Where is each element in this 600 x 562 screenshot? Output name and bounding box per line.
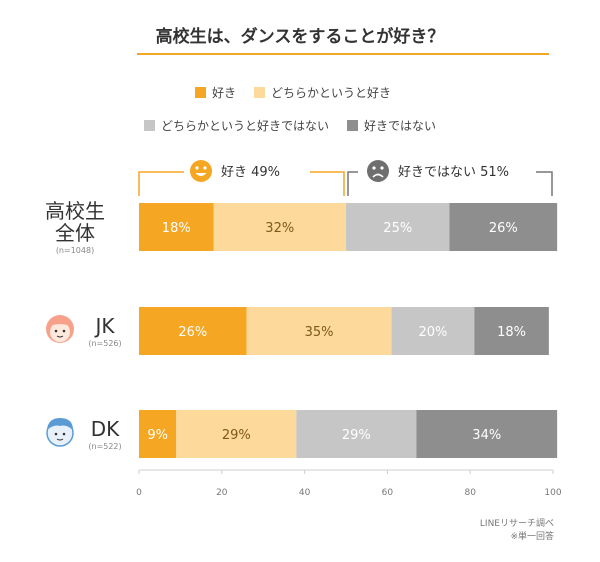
- bar-segment-0-2: [346, 203, 450, 251]
- bracket-dislike-left: [347, 171, 358, 196]
- bar-value-label-0-0: 18%: [162, 221, 191, 236]
- girl-avatar-icon: [46, 315, 74, 343]
- title-underline: [137, 53, 549, 55]
- bar-value-label-1-1: 35%: [305, 325, 334, 340]
- bar-value-label-2-0: 9%: [147, 428, 168, 443]
- legend-row-1: 好き どちらかというと好き: [195, 84, 391, 101]
- x-axis: 0 20 40 60 80 100: [136, 469, 562, 498]
- legend-label-somewhat-dislike: どちらかというと好きではない: [161, 119, 330, 133]
- row-label-dk-name: DK: [90, 417, 120, 441]
- chart-title: 高校生は、ダンスをすることが好き？: [155, 27, 445, 47]
- source-line-2: ※単一回答: [510, 532, 554, 542]
- x-tick-label: 80: [464, 488, 476, 498]
- bar-segment-2-1: [176, 410, 297, 458]
- row-label-jk-n: (n=526): [88, 339, 122, 348]
- source-note: LINEリサーチ調べ ※単一回答: [480, 518, 554, 544]
- summary-like-text: 好き 49%: [221, 165, 280, 180]
- x-tick-label: 0: [136, 488, 142, 498]
- row-label-dk: DK (n=522): [80, 418, 130, 451]
- legend-swatch-like: [195, 87, 206, 98]
- legend-row-2: どちらかというと好きではない 好きではない: [144, 117, 436, 134]
- summary-bracket-dislike: 好きではない 51%: [347, 160, 553, 196]
- summary-dislike-text: 好きではない 51%: [398, 165, 509, 180]
- row-label-jk: JK (n=526): [80, 315, 130, 348]
- bar-value-label-1-0: 26%: [178, 325, 207, 340]
- bar-value-label-1-3: 18%: [497, 325, 526, 340]
- frown-face-icon: [367, 160, 389, 182]
- bar-segment-2-0: [139, 410, 177, 458]
- legend-swatch-somewhat-like: [254, 87, 266, 98]
- x-tick-label: 40: [299, 488, 311, 498]
- bar-segment-0-3: [449, 203, 558, 251]
- row-label-dk-n: (n=522): [88, 442, 122, 451]
- bar-value-label-1-2: 20%: [418, 325, 447, 340]
- legend-item-somewhat-like: どちらかというと好き: [254, 84, 391, 101]
- bar-segment-1-0: [139, 307, 247, 355]
- bar-segment-2-3: [416, 410, 558, 458]
- legend-item-dislike: 好きではない: [347, 117, 436, 134]
- bracket-like-left: [138, 171, 184, 196]
- boy-avatar-icon: [46, 418, 74, 447]
- x-tick-label: 20: [216, 488, 228, 498]
- bar-segment-0-0: [139, 203, 214, 251]
- legend-swatch-somewhat-dislike: [144, 120, 155, 131]
- bar-value-label-2-3: 34%: [472, 428, 501, 443]
- row-label-all-name: 高校生 全体: [45, 199, 105, 245]
- legend-item-somewhat-dislike: どちらかというと好きではない: [144, 117, 329, 134]
- bar-value-label-2-2: 29%: [342, 428, 371, 443]
- bar-segment-1-3: [474, 307, 549, 355]
- bar-value-label-0-2: 25%: [383, 221, 412, 236]
- bar-value-label-0-1: 32%: [265, 221, 294, 236]
- legend-label-dislike: 好きではない: [364, 119, 437, 133]
- bar-segment-1-2: [391, 307, 475, 355]
- bar-segment-0-1: [213, 203, 346, 251]
- legend-swatch-dislike: [347, 120, 359, 131]
- smile-face-icon: [190, 160, 212, 182]
- bar-segment-2-2: [296, 410, 417, 458]
- bar-value-label-0-3: 26%: [489, 221, 518, 236]
- summary-bracket-like: 好き 49%: [138, 160, 345, 196]
- row-label-jk-name: JK: [95, 314, 115, 338]
- bar-segment-1-1: [246, 307, 392, 355]
- bar-value-label-2-1: 29%: [222, 428, 251, 443]
- legend-label-somewhat-like: どちらかというと好き: [271, 86, 392, 100]
- row-label-all-n: (n=1048): [55, 246, 95, 255]
- x-tick-label: 60: [382, 488, 394, 498]
- legend-label-like: 好き: [212, 86, 237, 100]
- bracket-like-right: [310, 171, 345, 196]
- bracket-dislike-right: [536, 171, 553, 196]
- bar-group: 18% 32% 25% 26% 26% 35% 20% 18% 9% 29% 29% 34%: [139, 203, 558, 458]
- source-line-1: LINEリサーチ調べ: [479, 519, 554, 529]
- x-tick-label: 100: [544, 488, 561, 498]
- row-label-all: 高校生 全体 (n=1048): [35, 200, 115, 255]
- legend-item-like: 好き: [195, 84, 236, 101]
